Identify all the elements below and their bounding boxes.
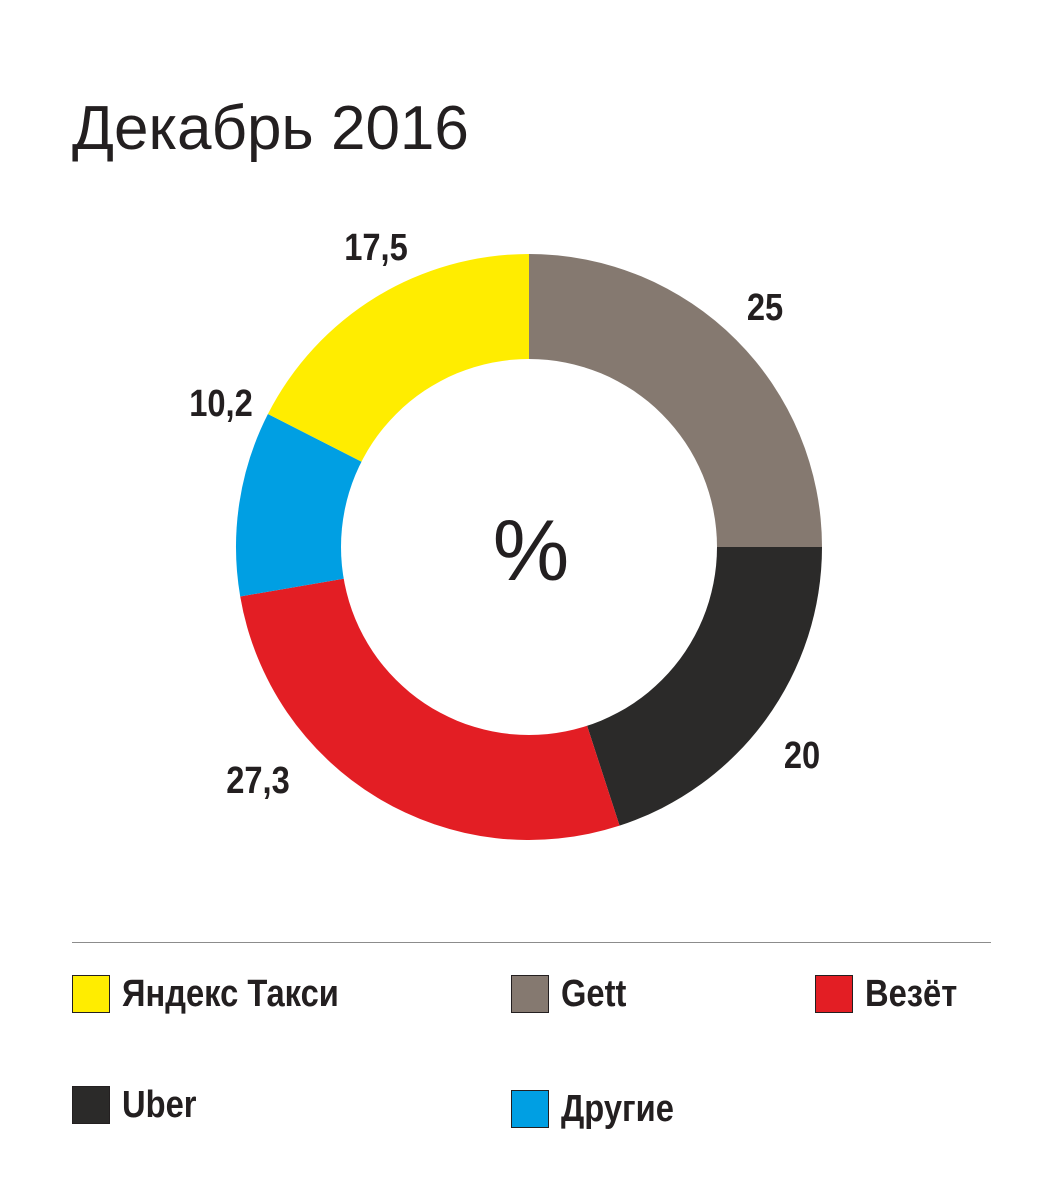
data-label: 25 (747, 286, 783, 329)
legend-label: Gett (561, 973, 627, 1015)
legend-label: Яндекс Такси (122, 973, 339, 1015)
legend-item-other: Другие (511, 1090, 692, 1128)
legend-item-gett: Gett (511, 975, 637, 1013)
legend-swatch (72, 1086, 110, 1124)
data-label: 10,2 (189, 382, 253, 425)
legend-item-yandex-taxi: Яндекс Такси (72, 975, 374, 1013)
donut-chart: % 25 20 27,3 10,2 17,5 (189, 226, 822, 840)
legend-item-vezyot: Везёт (815, 975, 972, 1013)
legend-swatch (72, 975, 110, 1013)
data-labels: 25 20 27,3 10,2 17,5 (189, 226, 820, 802)
legend-swatch (511, 1090, 549, 1128)
legend-label: Везёт (865, 973, 958, 1015)
legend-label: Другие (561, 1088, 674, 1130)
legend-swatch (815, 975, 853, 1013)
data-label: 27,3 (226, 759, 290, 802)
center-label: % (493, 503, 569, 599)
data-label: 17,5 (344, 226, 408, 269)
chart-title: Декабрь 2016 (72, 94, 469, 163)
data-label: 20 (784, 734, 820, 777)
legend-label: Uber (122, 1084, 197, 1126)
donut-hole (341, 359, 717, 735)
legend-item-uber: Uber (72, 1086, 209, 1124)
legend-swatch (511, 975, 549, 1013)
legend-divider (72, 942, 991, 943)
